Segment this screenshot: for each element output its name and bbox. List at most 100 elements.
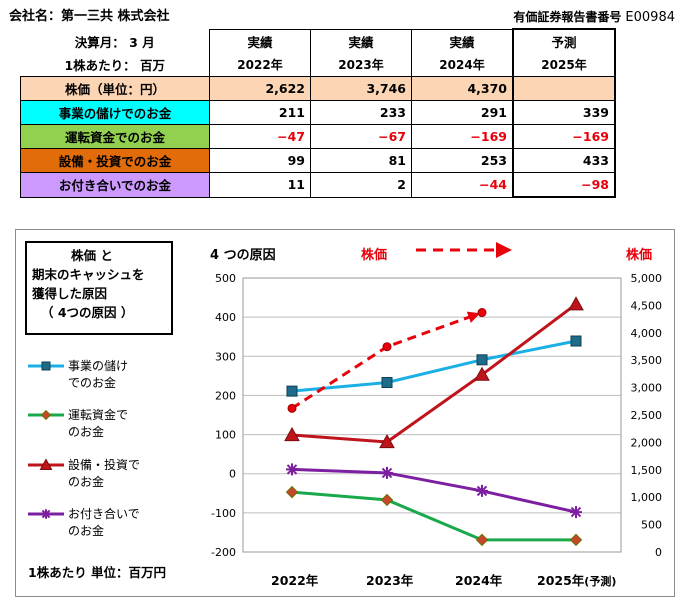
status-cell: 実績 [209,28,311,53]
circle-marker [477,308,487,318]
x-tick-label: 2022年 [271,573,319,588]
star-marker [381,466,393,479]
diamond-marker [569,533,583,547]
row-label: 設備・投資でのお金 [20,148,210,173]
y-tick-label: -200 [211,546,236,559]
y2-tick-label: 1,000 [631,491,663,504]
chart-title-line: （ 4つの原因 ） [41,305,134,320]
year-cell: 2023年 [310,53,412,77]
value-cell: −44 [411,172,514,198]
legend-label-line: お付き合いで [68,507,140,521]
star-marker [570,506,582,519]
stock-price-label: 株価 [361,248,388,263]
value-cell: 233 [310,100,412,125]
value-cell: 2,622 [209,76,311,101]
reasons-label: 4 つの原因 [210,248,276,263]
fiscal-month-label: 決算月： 3 月 [74,34,155,50]
value-cell: −98 [512,172,616,198]
table-row: 運転資金でのお金 −47 −67 −169 −169 [20,124,616,149]
value-cell: 11 [209,172,311,198]
legend-label: 運転資金で のお金 [68,407,128,441]
plot-area [242,277,622,553]
status-row: 決算月： 3 月 実績 実績 実績 予測 [21,28,616,53]
series-line [291,303,577,444]
value-cell: 433 [512,148,616,173]
y2-tick-label: 500 [641,519,662,532]
y2-tick-label: 4,500 [631,299,663,312]
series-arrowhead [466,311,481,323]
chart-frame [15,229,675,597]
diamond-marker [285,485,299,499]
legend-label-line: でのお金 [68,376,117,390]
legend-label-line: のお金 [68,475,105,489]
legend-label: お付き合いで のお金 [68,506,140,540]
row-label: お付き合いでのお金 [20,172,210,198]
y-tick-label: 500 [215,272,236,285]
circle-marker [382,342,392,352]
legend-swatch [28,509,64,519]
y2-tick-label: 5,000 [631,272,663,285]
series-line [291,467,577,514]
forecast-suffix: (予測) [584,575,617,588]
status-cell: 実績 [310,28,412,53]
diamond-marker [40,409,52,421]
chart-title-line: 期末のキャッシュを [32,267,145,282]
square-marker [286,385,298,397]
table-row: お付き合いでのお金 11 2 −44 −98 [20,172,616,198]
status-cell-forecast: 予測 [512,28,616,53]
value-cell: −169 [411,124,514,149]
y2-tick-label: 2,000 [631,436,663,449]
x-tick-label: 2025年 [537,573,585,588]
legend-label: 事業の儲け でのお金 [68,358,128,392]
table-row: 株価（単位：円） 2,622 3,746 4,370 [20,76,616,101]
legend-label-line: 運転資金で [68,408,129,422]
x-tick-label: 2023年 [366,573,414,588]
diamond-marker [475,533,489,547]
x-tick-label: 2024年 [455,573,503,588]
value-cell: 4,370 [411,76,514,101]
legend-label-line: のお金 [68,524,105,538]
legend-swatch [28,458,64,470]
value-cell: 99 [209,148,311,173]
financial-table: 決算月： 3 月 実績 実績 実績 予測 1株あたり： 百万 2022年 202… [20,28,616,198]
square-marker [476,354,488,366]
value-cell: 253 [411,148,514,173]
square-marker [570,335,582,347]
legend-label-line: 事業の儲け [68,359,129,373]
diamond-marker [380,493,394,507]
chart-title-line: 株価 と [71,248,113,263]
value-cell: 2 [310,172,412,198]
legend-swatch [28,409,64,421]
legend-label: 設備・投資で のお金 [68,457,140,491]
legend-swatch [28,361,64,371]
status-cell: 実績 [411,28,514,53]
triangle-marker [39,458,53,470]
value-cell: 211 [209,100,311,125]
value-cell: 81 [310,148,412,173]
star-marker [41,509,51,519]
report-number-label: 有価証券報告書番号 [513,10,622,24]
star-marker [476,484,488,497]
unit-note: 1株あたり 単位：百万円 [28,565,167,580]
series-line [291,490,576,542]
company-name: 会社名：第一三共 株式会社 [9,9,170,24]
circle-marker [287,403,297,413]
y2-tick-label: 4,000 [631,327,663,340]
y2-tick-label: 3,500 [631,354,663,367]
y2-tick-label: 1,500 [631,464,663,477]
per-share-label: 1株あたり： 百万 [64,58,166,73]
series-line [291,339,577,393]
y2-tick-label: 0 [655,546,662,559]
y-tick-label: 300 [215,350,236,363]
y2-tick-label: 3,000 [631,382,663,395]
y-tick-label: 100 [215,429,236,442]
stock-legend-arrowhead [496,242,512,258]
report-number: 有価証券報告書番号 E00984 [513,8,675,25]
star-marker [286,463,298,476]
row-label: 事業の儲けでのお金 [20,100,210,125]
row-label: 株価（単位：円） [20,76,210,101]
chart-title-box: 株価 と 期末のキャッシュを 獲得した原因 （ 4つの原因 ） [25,241,173,335]
triangle-marker [474,366,490,381]
right-axis-title: 株価 [626,248,653,263]
